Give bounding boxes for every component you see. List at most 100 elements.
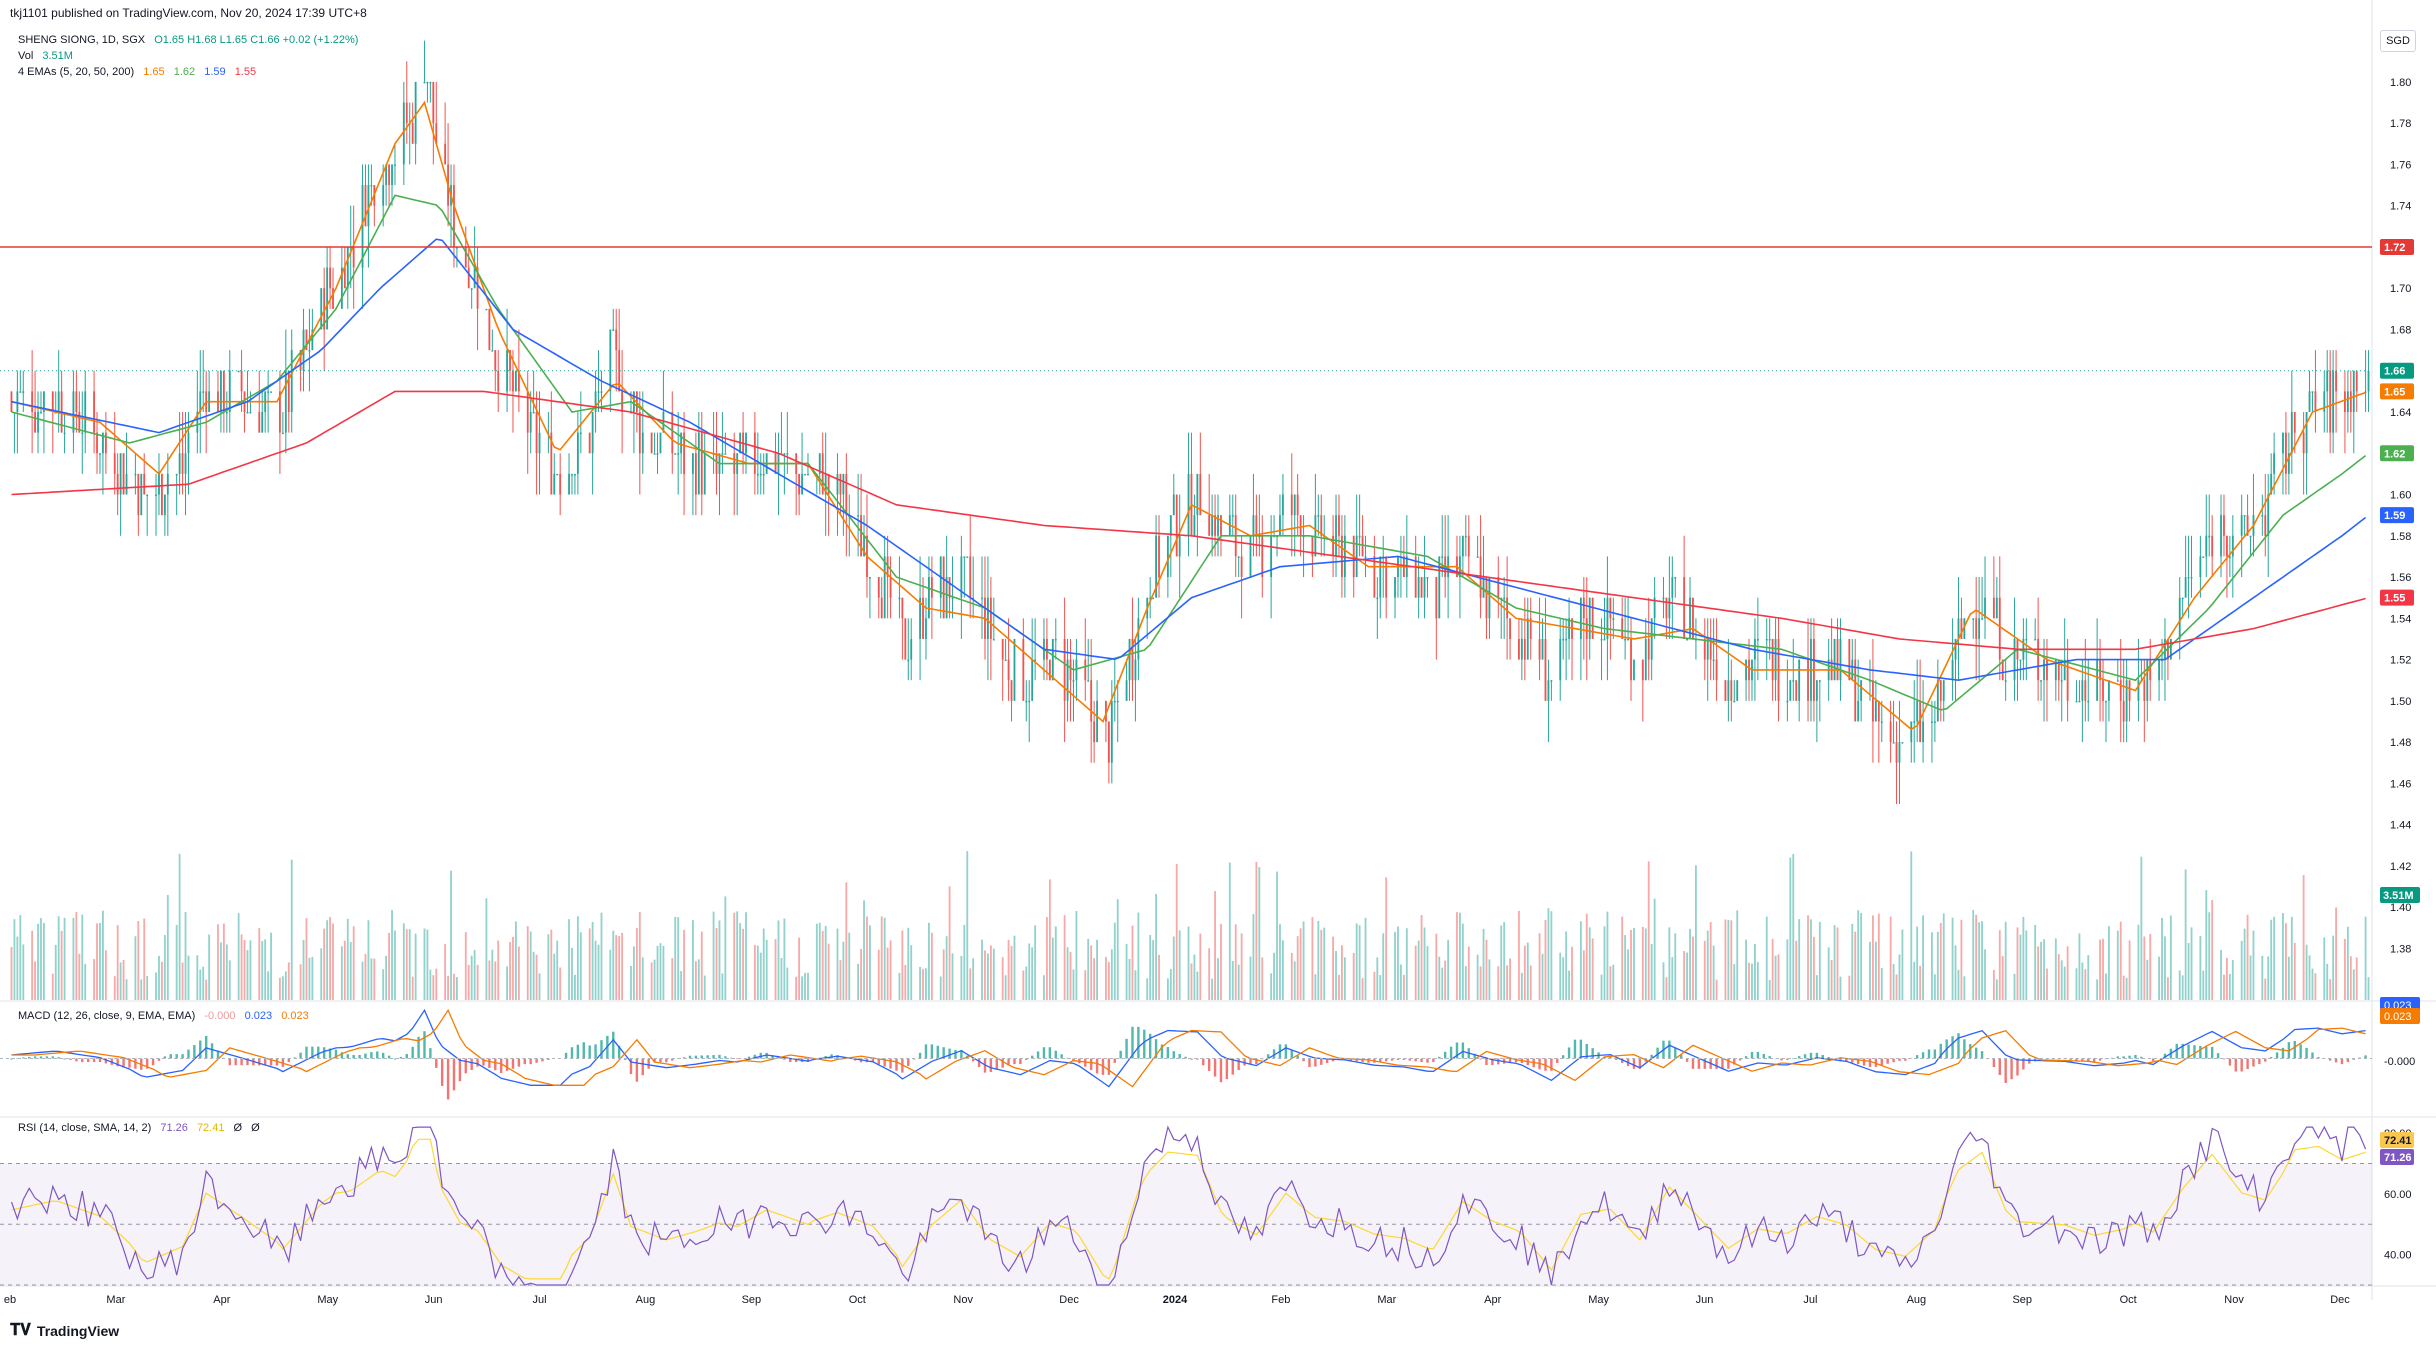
rsi-label-text: 71.26 bbox=[2384, 1152, 2412, 1164]
candle-body bbox=[568, 473, 570, 495]
macd-histogram-bar bbox=[1986, 1058, 1990, 1060]
macd-histogram-bar bbox=[853, 1058, 857, 1061]
rsi-ma-line bbox=[11, 1138, 2366, 1280]
candle-body bbox=[2285, 432, 2287, 474]
volume-bar bbox=[1644, 928, 1647, 1000]
macd-histogram-bar bbox=[582, 1042, 585, 1059]
macd-histogram-bar bbox=[1738, 1058, 1742, 1061]
candle-body bbox=[1641, 659, 1644, 681]
candle-body bbox=[526, 391, 529, 433]
macd-histogram-bar bbox=[199, 1040, 202, 1059]
volume-bar bbox=[361, 961, 364, 1000]
time-tick-label: Jul bbox=[1803, 1294, 1817, 1306]
volume-bar bbox=[2087, 955, 2090, 1000]
volume-bar bbox=[1880, 967, 1883, 1000]
volume-bar bbox=[426, 929, 429, 1000]
candle-body bbox=[939, 556, 942, 598]
price-tick-label: 1.42 bbox=[2390, 861, 2411, 873]
volume-bar bbox=[402, 923, 405, 1000]
volume-bar bbox=[972, 958, 975, 1000]
volume-bar bbox=[2240, 940, 2243, 1000]
candle-body bbox=[1518, 638, 1520, 660]
tradingview-footer[interactable]: 𝐓𝐕 TradingView bbox=[10, 1322, 119, 1340]
volume-bar bbox=[1933, 974, 1936, 1000]
macd-histogram-bar bbox=[629, 1058, 633, 1075]
legend-macd-label[interactable]: MACD (12, 26, close, 9, EMA, EMA) bbox=[18, 1010, 196, 1022]
macd-histogram-bar bbox=[2022, 1058, 2025, 1070]
volume-bar bbox=[1155, 893, 1157, 1000]
candle-body bbox=[798, 473, 801, 495]
volume-bar bbox=[2302, 875, 2305, 1000]
macd-histogram-bar bbox=[104, 1058, 108, 1064]
candle-body bbox=[989, 597, 992, 639]
volume-bar bbox=[1627, 949, 1629, 1000]
macd-histogram-bar bbox=[1744, 1056, 1748, 1059]
candle-body bbox=[1839, 638, 1842, 681]
volume-bar bbox=[1869, 941, 1871, 1000]
macd-histogram-bar bbox=[216, 1050, 220, 1059]
macd-histogram-bar bbox=[69, 1058, 72, 1060]
macd-histogram-bar bbox=[889, 1058, 892, 1069]
volume-bar bbox=[515, 921, 517, 1000]
volume-bar bbox=[2308, 955, 2311, 1000]
volume-bar bbox=[1373, 971, 1376, 1000]
candle-body bbox=[2146, 659, 2149, 701]
macd-histogram-bar bbox=[1432, 1058, 1435, 1062]
volume-bar bbox=[281, 976, 284, 1000]
candle-body bbox=[2349, 391, 2352, 412]
macd-histogram-bar bbox=[387, 1055, 391, 1059]
candle-body bbox=[807, 473, 809, 476]
macd-histogram-bar bbox=[1054, 1050, 1057, 1059]
legend-ema50-value: 1.59 bbox=[204, 66, 226, 78]
macd-histogram-bar bbox=[871, 1058, 875, 1063]
volume-bar bbox=[1004, 975, 1007, 1000]
volume-bar bbox=[845, 882, 848, 1000]
macd-histogram-bar bbox=[81, 1058, 84, 1063]
volume-bar bbox=[1818, 921, 1821, 1000]
volume-bar bbox=[225, 944, 228, 1000]
legend-vol-label[interactable]: Vol bbox=[18, 50, 34, 62]
candle-body bbox=[2167, 638, 2169, 660]
macd-histogram-bar bbox=[2122, 1056, 2125, 1059]
candle-body bbox=[1603, 638, 1606, 641]
volume-bar bbox=[497, 940, 500, 1000]
macd-histogram-bar bbox=[2264, 1058, 2267, 1062]
candle-body bbox=[662, 412, 665, 433]
volume-bar bbox=[2329, 979, 2332, 1000]
candle-body bbox=[2326, 370, 2329, 392]
volume-bar bbox=[2164, 936, 2166, 1000]
macd-histogram-bar bbox=[1078, 1058, 1081, 1064]
macd-histogram-bar bbox=[181, 1054, 184, 1059]
macd-histogram-bar bbox=[328, 1048, 332, 1059]
volume-bar bbox=[414, 933, 417, 1000]
macd-histogram-bar bbox=[735, 1058, 739, 1060]
legend-symbol[interactable]: SHENG SIONG, 1D, SGX bbox=[18, 34, 146, 46]
candle-body bbox=[635, 391, 638, 412]
candle-body bbox=[1872, 680, 1874, 722]
macd-histogram-bar bbox=[364, 1053, 367, 1059]
legend-rsi-label[interactable]: RSI (14, close, SMA, 14, 2) bbox=[18, 1122, 152, 1134]
macd-histogram-bar bbox=[1969, 1044, 1972, 1059]
volume-bar bbox=[1282, 940, 1284, 1000]
currency-button[interactable]: SGD bbox=[2380, 30, 2416, 52]
candle-body bbox=[243, 391, 246, 412]
macd-histogram-bar bbox=[1662, 1040, 1665, 1059]
candle-body bbox=[2046, 659, 2048, 681]
candle-body bbox=[1995, 597, 1998, 619]
macd-histogram-bar bbox=[2140, 1056, 2143, 1059]
volume-bar bbox=[373, 958, 376, 1000]
legend-ema-label[interactable]: 4 EMAs (5, 20, 50, 200) bbox=[18, 66, 135, 78]
volume-bar bbox=[1839, 976, 1842, 1000]
macd-histogram-bar bbox=[1585, 1043, 1588, 1059]
volume-bar bbox=[1464, 966, 1467, 1000]
candle-body bbox=[1001, 638, 1004, 660]
volume-bar bbox=[122, 959, 125, 1000]
candle-body bbox=[2178, 597, 2181, 639]
volume-bar bbox=[2323, 937, 2326, 1000]
volume-bar bbox=[488, 960, 491, 1000]
candle-body bbox=[1110, 700, 1113, 763]
candle-body bbox=[739, 432, 742, 454]
candle-body bbox=[1813, 638, 1815, 701]
volume-bar bbox=[2178, 970, 2181, 1000]
